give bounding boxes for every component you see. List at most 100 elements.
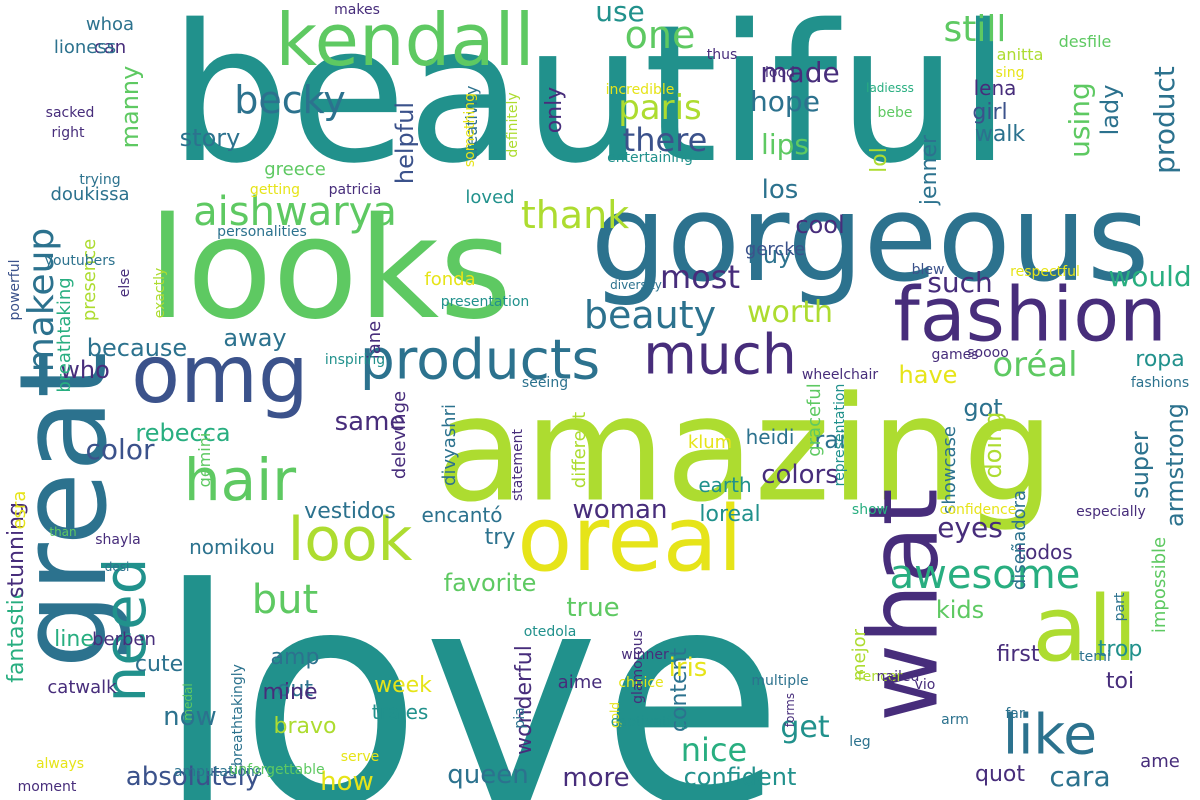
word-146: right <box>51 125 85 141</box>
word-2: amazing <box>435 365 1055 535</box>
word-81: todos <box>1017 540 1073 564</box>
word-148: getting <box>249 182 301 198</box>
word-75: encantó <box>421 503 503 527</box>
word-56: color <box>85 433 155 466</box>
word-26: still <box>943 9 1007 50</box>
word-35: cool <box>795 211 845 239</box>
word-113: greece <box>264 159 326 180</box>
word-143: ladiesss <box>866 81 914 95</box>
word-161: games <box>931 347 979 363</box>
word-60: ropa <box>1135 347 1185 372</box>
word-107: wonderful <box>512 645 537 755</box>
word-193: leg <box>849 734 871 750</box>
word-137: thus <box>706 47 738 63</box>
word-138: makes <box>334 2 380 18</box>
word-30: use <box>595 0 645 28</box>
word-40: walk <box>974 122 1026 147</box>
word-118: impossible <box>1149 536 1170 634</box>
word-47: jenner <box>917 134 942 206</box>
word-165: statement <box>510 428 526 502</box>
word-186: fencer <box>857 669 903 685</box>
word-160: wheelchair <box>801 367 879 383</box>
word-72: woman <box>572 495 668 525</box>
word-169: especially <box>1076 504 1146 520</box>
word-62: rai <box>814 426 846 454</box>
word-125: fonda <box>424 269 476 290</box>
word-172: than <box>49 525 77 539</box>
word-108: trajes <box>371 700 429 724</box>
word-69: eyes <box>937 511 1003 544</box>
word-101: toi <box>1105 669 1135 694</box>
word-129: breathtaking <box>54 277 75 393</box>
word-0: love <box>155 525 785 800</box>
word-147: trying <box>79 172 121 188</box>
word-116: lioness <box>53 37 117 58</box>
word-70: armstrong <box>1161 403 1189 527</box>
word-44: helpful <box>391 101 419 185</box>
word-97: cara <box>1049 760 1111 793</box>
word-178: winner <box>621 647 669 663</box>
word-86: mine <box>262 680 318 705</box>
word-151: powerful <box>7 259 23 321</box>
word-121: different <box>569 411 590 489</box>
word-167: show <box>851 502 889 518</box>
word-53: because <box>86 334 188 362</box>
word-98: how <box>320 767 374 797</box>
word-192: far <box>1005 706 1025 722</box>
word-8: oreal <box>517 487 743 592</box>
word-94: queen <box>447 760 529 790</box>
word-171: desi <box>104 560 130 574</box>
word-145: sacked <box>45 105 95 121</box>
word-34: los <box>761 175 799 205</box>
word-13: much <box>643 322 797 387</box>
word-38: lady <box>1096 84 1124 136</box>
word-18: awesome <box>889 552 1081 598</box>
word-31: made <box>760 56 840 89</box>
word-144: bebe <box>877 105 913 121</box>
word-61: got <box>963 394 1003 422</box>
word-173: amputations <box>173 764 263 780</box>
word-45: only <box>542 86 567 134</box>
word-58: same <box>334 407 406 437</box>
word-73: loreal <box>699 502 761 527</box>
word-67: heidi <box>745 425 795 449</box>
word-11: kendall <box>275 0 535 82</box>
word-174: medal <box>181 683 195 721</box>
word-195: always <box>35 756 85 772</box>
word-99: quot <box>975 762 1025 787</box>
word-27: oréal <box>992 345 1078 385</box>
word-51: would <box>1108 260 1192 293</box>
word-7: all <box>1032 577 1138 682</box>
word-135: sing <box>995 65 1025 81</box>
word-24: thank <box>520 193 630 237</box>
word-183: pia <box>512 707 528 729</box>
word-139: incredible <box>605 82 675 98</box>
word-163: fashions <box>1130 375 1190 391</box>
word-41: lena <box>973 76 1017 100</box>
word-105: catwalk <box>47 677 117 698</box>
word-71: super <box>1126 431 1154 499</box>
word-117: whoa <box>85 14 135 35</box>
word-4: gorgeous <box>590 170 1150 309</box>
word-180: multiple <box>751 673 809 689</box>
word-29: there <box>622 121 708 159</box>
word-159: inspiring <box>324 352 386 368</box>
word-187: nailed <box>876 669 920 685</box>
word-152: youtubers <box>44 253 116 269</box>
word-150: personalities <box>217 224 307 240</box>
word-189: temi <box>1079 649 1111 665</box>
word-78: favorite <box>443 569 537 597</box>
word-156: diversity <box>610 278 662 292</box>
word-177: otedola <box>523 624 577 640</box>
word-91: first <box>996 642 1040 667</box>
word-162: soooo <box>967 345 1009 361</box>
word-46: lol <box>867 147 892 173</box>
word-164: seeing <box>521 375 569 391</box>
word-190: part <box>1112 592 1128 622</box>
word-87: now <box>163 702 217 732</box>
word-36: using <box>1063 82 1096 158</box>
word-158: respectful <box>1010 264 1080 280</box>
word-20: beauty <box>583 293 717 337</box>
word-127: gercke <box>744 239 806 260</box>
